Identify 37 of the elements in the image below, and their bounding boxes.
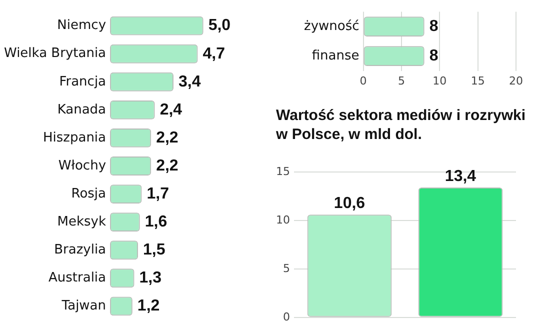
x-tick-label: 5 xyxy=(398,74,405,88)
y-tick-label: Niemcy xyxy=(57,18,106,34)
y-tick-label: Kanada xyxy=(57,102,106,118)
y-tick-label: żywność xyxy=(304,18,360,34)
data-label: 8 xyxy=(429,47,438,64)
y-tick-label: Tajwan xyxy=(60,298,106,314)
data-label: 5,0 xyxy=(208,17,231,34)
y-tick-label: finanse xyxy=(312,48,360,64)
y-tick-label: 0 xyxy=(282,310,290,324)
data-label: 2,2 xyxy=(156,129,178,146)
data-label: 1,2 xyxy=(137,298,160,315)
data-label: 13,4 xyxy=(444,168,476,185)
y-tick-label: Australia xyxy=(48,270,106,286)
data-label: 3,4 xyxy=(178,73,201,90)
y-tick-label: Brazylia xyxy=(54,242,106,258)
data-label: 1,5 xyxy=(143,242,166,259)
x-tick-label: 20 xyxy=(509,74,523,88)
data-label: 2,4 xyxy=(160,101,182,118)
y-tick-label: Hiszpania xyxy=(42,130,106,146)
y-tick-label: Włochy xyxy=(58,158,106,174)
data-label: 1,6 xyxy=(144,213,168,230)
y-tick-label: 15 xyxy=(276,164,290,178)
data-label: 4,7 xyxy=(202,45,226,62)
y-tick-label: Francja xyxy=(59,74,106,90)
data-label: 8 xyxy=(429,18,438,35)
y-tick-label: Rosja xyxy=(71,186,106,202)
x-tick-label: 10 xyxy=(432,74,447,88)
y-tick-label: 10 xyxy=(276,213,290,226)
data-label: 1,7 xyxy=(146,185,170,202)
x-tick-label: 15 xyxy=(470,74,485,88)
data-label: 2,2 xyxy=(156,157,178,174)
y-tick-label: Wielka Brytania xyxy=(4,46,106,62)
y-tick-label: Meksyk xyxy=(57,214,106,230)
data-label: 10,6 xyxy=(334,195,366,212)
y-tick-label: 5 xyxy=(282,262,290,275)
chart-title: Wartość sektora mediów i rozrywki w Polsce, w mld dol. xyxy=(275,106,527,145)
data-label: 1,3 xyxy=(139,270,162,287)
